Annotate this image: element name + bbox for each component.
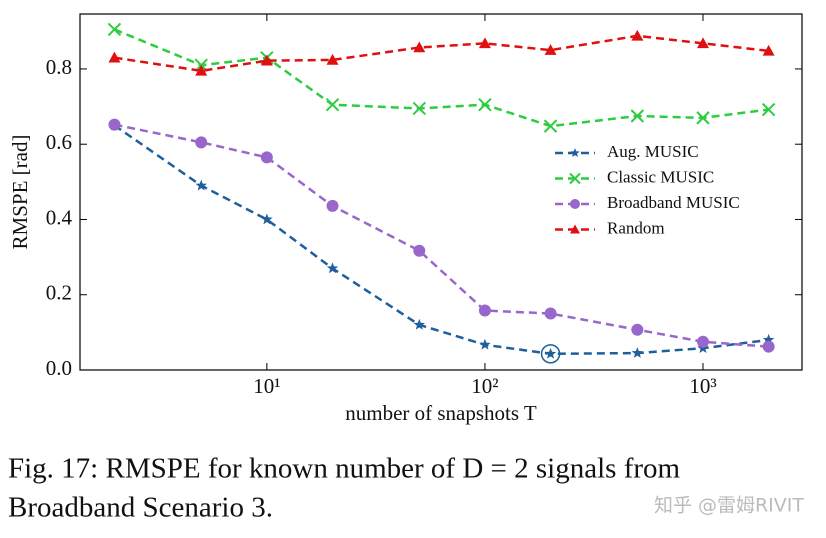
series-line	[113, 28, 769, 128]
marker	[413, 318, 425, 330]
marker	[762, 44, 775, 56]
x-axis-label: number of snapshots T	[345, 401, 537, 425]
marker	[478, 304, 491, 317]
marker	[108, 118, 121, 131]
y-tick-label: 0.0	[46, 356, 72, 380]
legend-label: Aug. MUSIC	[607, 142, 699, 161]
marker	[326, 262, 339, 274]
marker	[478, 37, 491, 49]
marker	[326, 199, 339, 212]
y-tick-label: 0.2	[46, 281, 72, 305]
y-tick-label: 0.4	[46, 205, 73, 229]
watermark: 知乎 @雷姆RIVIT	[654, 495, 804, 517]
marker	[696, 37, 709, 49]
marker	[195, 136, 208, 149]
marker	[569, 172, 581, 185]
marker	[762, 340, 775, 353]
marker	[413, 244, 426, 257]
caption: Fig. 17: RMSPE for known number of D = 2…	[8, 453, 681, 485]
plot-frame	[79, 13, 803, 371]
marker	[696, 111, 710, 125]
marker	[544, 347, 557, 359]
marker	[570, 224, 580, 234]
marker	[570, 148, 580, 158]
x-tick-label: 10¹	[253, 374, 280, 398]
marker	[195, 64, 208, 76]
marker	[696, 335, 709, 348]
highlight-ring	[540, 344, 561, 364]
y-axis-label: RMSPE [rad]	[8, 135, 32, 250]
marker	[762, 333, 775, 345]
marker	[478, 97, 492, 112]
y-tick-label: 0.8	[46, 55, 72, 79]
marker	[326, 53, 339, 65]
legend-label: Random	[607, 218, 665, 237]
marker	[543, 119, 558, 133]
x-tick-label: 10³	[689, 374, 716, 398]
marker	[631, 347, 644, 358]
marker	[570, 199, 580, 209]
marker	[630, 109, 645, 123]
marker	[413, 41, 426, 53]
legend-label: Broadband MUSIC	[607, 193, 740, 212]
y-tick-label: 0.6	[46, 130, 72, 154]
marker	[260, 54, 273, 66]
caption: Broadband Scenario 3.	[8, 492, 273, 524]
marker	[195, 179, 207, 191]
marker	[544, 44, 557, 55]
legend-label: Classic MUSIC	[607, 167, 714, 186]
marker	[761, 102, 776, 117]
marker	[631, 29, 644, 41]
marker	[260, 151, 273, 164]
marker	[108, 51, 121, 63]
marker	[479, 338, 491, 350]
marker	[631, 323, 644, 336]
marker	[544, 307, 557, 320]
series-line	[114, 34, 769, 73]
x-tick-label: 10²	[471, 374, 498, 398]
series-line	[114, 123, 769, 348]
marker	[107, 22, 122, 37]
marker	[325, 97, 340, 112]
marker	[412, 101, 426, 116]
marker	[261, 213, 273, 225]
